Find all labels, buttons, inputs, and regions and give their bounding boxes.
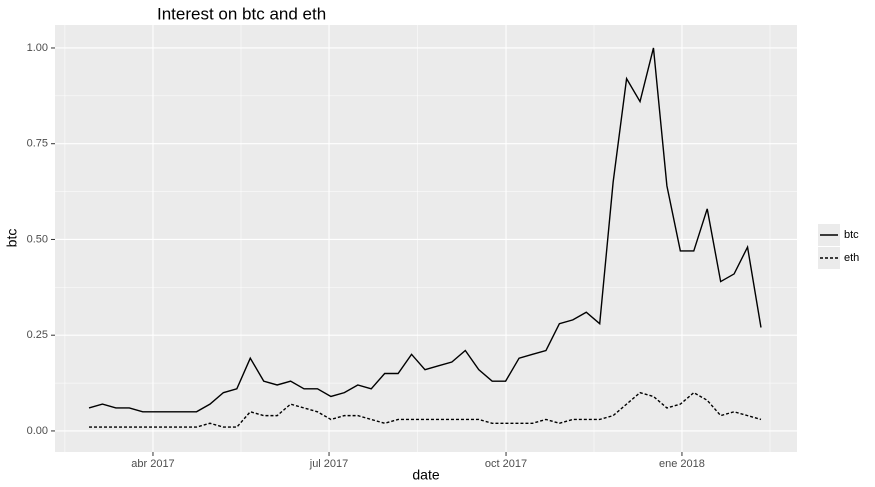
y-axis-title: btc xyxy=(4,229,20,248)
y-tick-label: 0.25 xyxy=(27,329,48,341)
y-tick-label: 0.00 xyxy=(27,425,48,437)
y-tick-label: 0.75 xyxy=(27,138,48,150)
line-btc xyxy=(88,47,762,413)
y-tick-label: 0.50 xyxy=(27,233,48,245)
chart-title: Interest on btc and eth xyxy=(157,4,326,23)
x-tick-label: jul 2017 xyxy=(309,458,349,470)
x-axis-title: date xyxy=(412,467,439,483)
x-tick-label: abr 2017 xyxy=(131,458,174,470)
legend-label: eth xyxy=(844,252,859,264)
legend-key xyxy=(818,247,840,269)
line-eth xyxy=(89,391,762,428)
x-tick-label: oct 2017 xyxy=(485,458,527,470)
y-tick-label: 1.00 xyxy=(27,42,48,54)
x-tick-label: ene 2018 xyxy=(659,458,705,470)
legend-label: btc xyxy=(844,229,859,241)
panel xyxy=(55,25,797,452)
